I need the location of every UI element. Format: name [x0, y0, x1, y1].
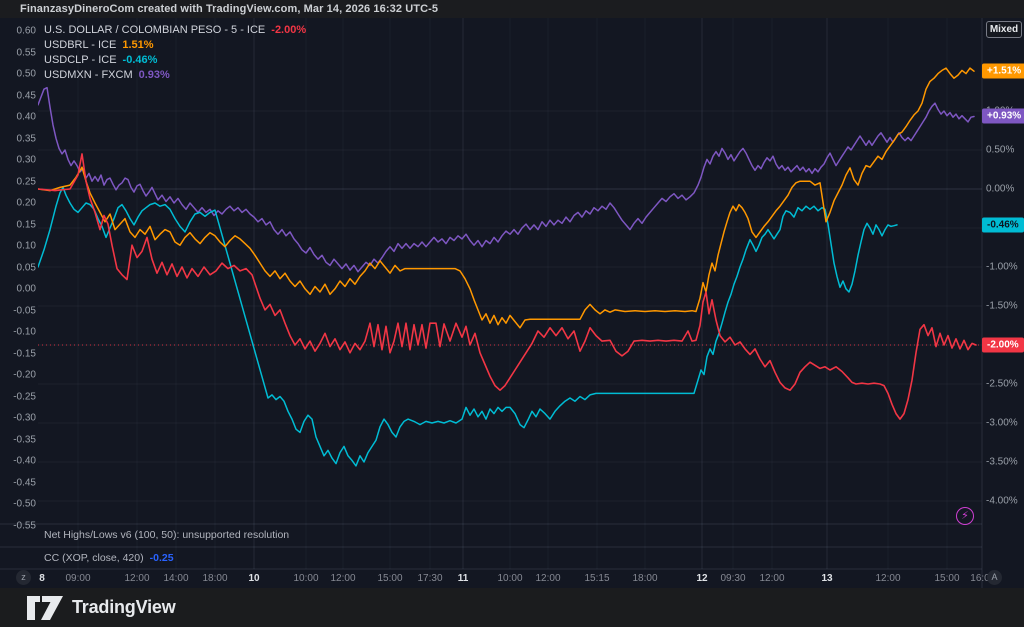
legend-symbol-title: USDCLP - ICE	[44, 54, 117, 66]
left-axis-tick: -0.15	[13, 348, 36, 359]
left-axis-tick: -0.40	[13, 455, 36, 467]
time-tick: 10:00	[497, 573, 523, 584]
time-tick: 15:00	[377, 573, 403, 584]
chart-legend: U.S. DOLLAR / COLOMBIAN PESO - 5 - ICE -2…	[44, 23, 306, 83]
indicator-cc[interactable]: CC (XOP, close, 420) -0.25	[44, 552, 174, 564]
legend-symbol-change: -2.00%	[271, 24, 307, 36]
left-axis-tick: -0.10	[13, 326, 36, 338]
time-tick: 16:0	[970, 573, 990, 584]
time-tick: 12:00	[330, 573, 356, 584]
legend-symbol-title: USDMXN - FXCM	[44, 69, 133, 81]
indicator-value: -0.25	[149, 552, 174, 564]
timezone-icon[interactable]: z	[16, 570, 31, 585]
time-tick: 18:00	[202, 573, 228, 584]
left-axis-tick: -0.25	[13, 391, 36, 402]
price-label-badge: +1.51%	[982, 63, 1024, 79]
series-line-usdclp	[38, 186, 898, 467]
auto-scale-icon[interactable]: A	[987, 570, 1002, 585]
legend-row-usdcop[interactable]: U.S. DOLLAR / COLOMBIAN PESO - 5 - ICE -2…	[44, 23, 306, 37]
time-tick: 12:00	[875, 573, 901, 584]
left-axis-tick: 0.25	[16, 176, 36, 187]
legend-row-usdclp[interactable]: USDCLP - ICE -0.46%	[44, 53, 306, 67]
time-tick: 12:00	[535, 573, 561, 584]
right-axis-tick: 0.50%	[986, 144, 1015, 156]
lightning-boost-icon[interactable]: ⚡	[956, 507, 974, 525]
time-tick-day: 8	[39, 573, 45, 584]
time-tick: 15:00	[934, 573, 960, 584]
left-axis-tick: 0.40	[16, 111, 36, 123]
footer-brand-text: TradingView	[72, 597, 176, 617]
left-axis-tick: -0.55	[13, 520, 36, 531]
legend-symbol-change: 1.51%	[122, 39, 154, 51]
right-axis-tick: -3.50%	[986, 456, 1018, 468]
left-axis-tick: 0.50	[16, 68, 36, 80]
time-tick: 17:30	[417, 573, 443, 584]
attribution-bar: FinanzasyDineroCom created with TradingV…	[0, 0, 1024, 18]
legend-symbol-title: U.S. DOLLAR / COLOMBIAN PESO - 5 - ICE	[44, 24, 266, 36]
time-tick-day: 13	[821, 573, 833, 584]
left-axis-tick: 0.05	[16, 262, 36, 273]
legend-row-usdbrl[interactable]: USDBRL - ICE 1.51%	[44, 38, 306, 52]
scale-mode-mixed-button[interactable]: Mixed	[986, 21, 1022, 38]
left-axis-tick: -0.20	[13, 369, 36, 381]
right-axis-tick: 0.00%	[986, 183, 1015, 195]
left-axis-tick: -0.50	[13, 498, 36, 510]
series-line-usdcop	[38, 153, 977, 420]
time-tick: 15:15	[584, 573, 610, 584]
left-axis-tick: 0.20	[16, 197, 36, 209]
price-label-badge: -2.00%	[982, 337, 1024, 353]
legend-symbol-change: 0.93%	[138, 69, 170, 81]
left-axis-tick: 0.45	[16, 90, 36, 101]
left-axis-tick: 0.10	[16, 240, 36, 252]
legend-symbol-change: -0.46%	[122, 54, 158, 66]
indicator-net-highs-lows[interactable]: Net Highs/Lows v6 (100, 50): unsupported…	[44, 529, 289, 541]
left-axis-tick: -0.35	[13, 434, 36, 445]
right-axis-tick: -1.50%	[986, 300, 1018, 312]
time-tick: 09:30	[720, 573, 746, 584]
left-axis-tick: -0.30	[13, 412, 36, 424]
series-line-usdbrl	[38, 67, 975, 329]
tradingview-logo-icon	[27, 595, 63, 620]
left-axis-tick: 0.30	[16, 154, 36, 166]
time-tick: 12:00	[759, 573, 785, 584]
left-axis-tick: -0.05	[13, 305, 36, 316]
left-axis-tick: 0.55	[16, 47, 36, 58]
left-axis-tick: 0.00	[16, 283, 36, 295]
right-axis-tick: -2.50%	[986, 378, 1018, 390]
time-tick: 18:00	[632, 573, 658, 584]
time-tick: 10:00	[293, 573, 319, 584]
legend-row-usdmxn[interactable]: USDMXN - FXCM 0.93%	[44, 68, 306, 82]
right-axis-tick: -1.00%	[986, 261, 1018, 273]
attribution-text: FinanzasyDineroCom created with TradingV…	[20, 3, 439, 15]
left-axis-tick: 0.15	[16, 219, 36, 230]
left-axis-tick: 0.35	[16, 133, 36, 144]
time-tick: 12:00	[124, 573, 150, 584]
indicator-title: CC (XOP, close, 420)	[44, 552, 144, 564]
series-line-usdmxn	[38, 86, 975, 273]
time-tick: 09:00	[65, 573, 91, 584]
right-axis-tick: -3.00%	[986, 417, 1018, 429]
price-label-badge: +0.93%	[982, 108, 1024, 124]
time-tick-day: 10	[248, 573, 260, 584]
time-tick: 14:00	[163, 573, 189, 584]
footer-bar: TradingView	[0, 588, 1024, 627]
left-axis-tick: 0.60	[16, 25, 36, 37]
time-tick-day: 11	[457, 573, 469, 584]
price-label-badge: -0.46%	[982, 217, 1024, 233]
time-tick-day: 12	[696, 573, 708, 584]
left-axis-tick: -0.45	[13, 477, 36, 488]
legend-symbol-title: USDBRL - ICE	[44, 39, 117, 51]
indicator-status-text: Net Highs/Lows v6 (100, 50): unsupported…	[44, 529, 290, 541]
right-axis-tick: -4.00%	[986, 495, 1018, 507]
